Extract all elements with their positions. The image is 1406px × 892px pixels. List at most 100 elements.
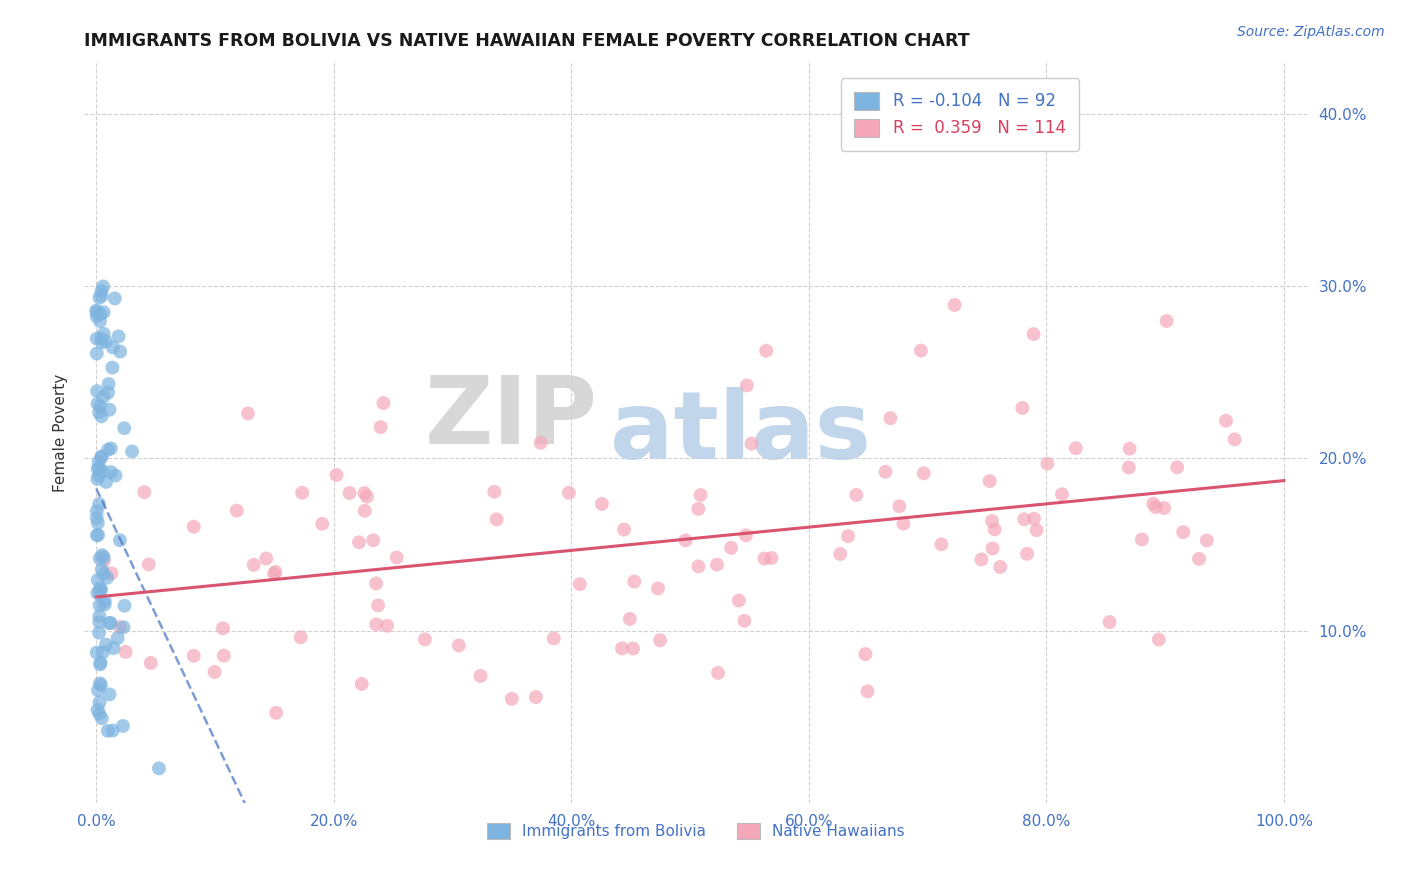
Point xyxy=(979,474,1001,488)
Point xyxy=(447,639,470,653)
Point xyxy=(264,706,287,720)
Point xyxy=(86,346,108,360)
Point xyxy=(1036,457,1059,471)
Point xyxy=(86,396,108,410)
Y-axis label: Female Poverty: Female Poverty xyxy=(53,374,69,491)
Point xyxy=(114,599,136,613)
Point xyxy=(90,450,112,465)
Point xyxy=(754,551,776,566)
Point xyxy=(86,646,108,660)
Text: atlas: atlas xyxy=(610,386,872,479)
Point xyxy=(735,378,758,392)
Point xyxy=(104,292,127,306)
Point xyxy=(90,284,112,298)
Point xyxy=(755,343,778,358)
Point xyxy=(183,648,205,663)
Point xyxy=(610,641,633,656)
Point xyxy=(1017,547,1039,561)
Point xyxy=(264,565,287,579)
Point xyxy=(648,633,671,648)
Point xyxy=(558,485,581,500)
Point xyxy=(89,291,111,305)
Point xyxy=(108,533,131,548)
Point xyxy=(94,475,117,489)
Point xyxy=(375,619,398,633)
Point xyxy=(1156,314,1178,328)
Point xyxy=(856,684,879,698)
Point xyxy=(121,444,143,458)
Point xyxy=(470,669,492,683)
Point xyxy=(735,528,758,542)
Point xyxy=(134,485,156,500)
Point xyxy=(353,504,375,518)
Point xyxy=(90,289,112,303)
Point xyxy=(970,552,993,566)
Point xyxy=(242,558,264,572)
Point xyxy=(87,405,110,419)
Point xyxy=(350,677,373,691)
Point xyxy=(86,310,108,324)
Point xyxy=(339,486,361,500)
Point xyxy=(108,344,131,359)
Point xyxy=(1050,487,1073,501)
Point xyxy=(1130,533,1153,547)
Point xyxy=(100,616,122,631)
Point xyxy=(761,551,783,566)
Point xyxy=(1011,401,1033,415)
Point xyxy=(263,566,285,581)
Text: Source: ZipAtlas.com: Source: ZipAtlas.com xyxy=(1237,25,1385,39)
Point xyxy=(291,485,314,500)
Point xyxy=(688,502,710,516)
Point xyxy=(91,464,114,478)
Point xyxy=(93,566,115,581)
Point xyxy=(981,514,1004,528)
Point xyxy=(706,558,728,572)
Point xyxy=(100,465,122,479)
Point xyxy=(311,516,333,531)
Point xyxy=(707,665,730,680)
Point xyxy=(689,488,711,502)
Point xyxy=(86,384,108,398)
Point xyxy=(543,632,565,646)
Point xyxy=(385,550,408,565)
Point xyxy=(86,332,108,346)
Point xyxy=(1153,501,1175,516)
Point xyxy=(91,279,114,293)
Point xyxy=(93,598,115,612)
Point xyxy=(910,343,932,358)
Point xyxy=(361,533,384,548)
Point xyxy=(1173,525,1195,540)
Point xyxy=(89,657,111,672)
Point xyxy=(830,547,852,561)
Point xyxy=(148,761,170,775)
Point xyxy=(87,468,110,483)
Point xyxy=(108,620,131,634)
Point xyxy=(204,665,226,679)
Point xyxy=(591,497,613,511)
Point xyxy=(87,573,110,587)
Point xyxy=(353,486,375,500)
Point xyxy=(86,528,108,542)
Point xyxy=(837,529,859,543)
Point xyxy=(97,723,120,738)
Point xyxy=(728,593,751,607)
Point xyxy=(1022,327,1045,342)
Point xyxy=(621,641,644,656)
Point xyxy=(347,535,370,549)
Point xyxy=(845,488,868,502)
Point xyxy=(623,574,645,589)
Point xyxy=(1147,632,1170,647)
Point xyxy=(93,305,115,319)
Point xyxy=(93,554,115,568)
Point xyxy=(356,490,378,504)
Point xyxy=(91,390,114,404)
Point xyxy=(236,407,259,421)
Point xyxy=(89,581,111,595)
Point xyxy=(364,576,387,591)
Point xyxy=(104,468,127,483)
Point xyxy=(889,500,911,514)
Point xyxy=(879,411,901,425)
Point xyxy=(103,641,125,656)
Point xyxy=(98,402,121,417)
Point xyxy=(1025,523,1047,537)
